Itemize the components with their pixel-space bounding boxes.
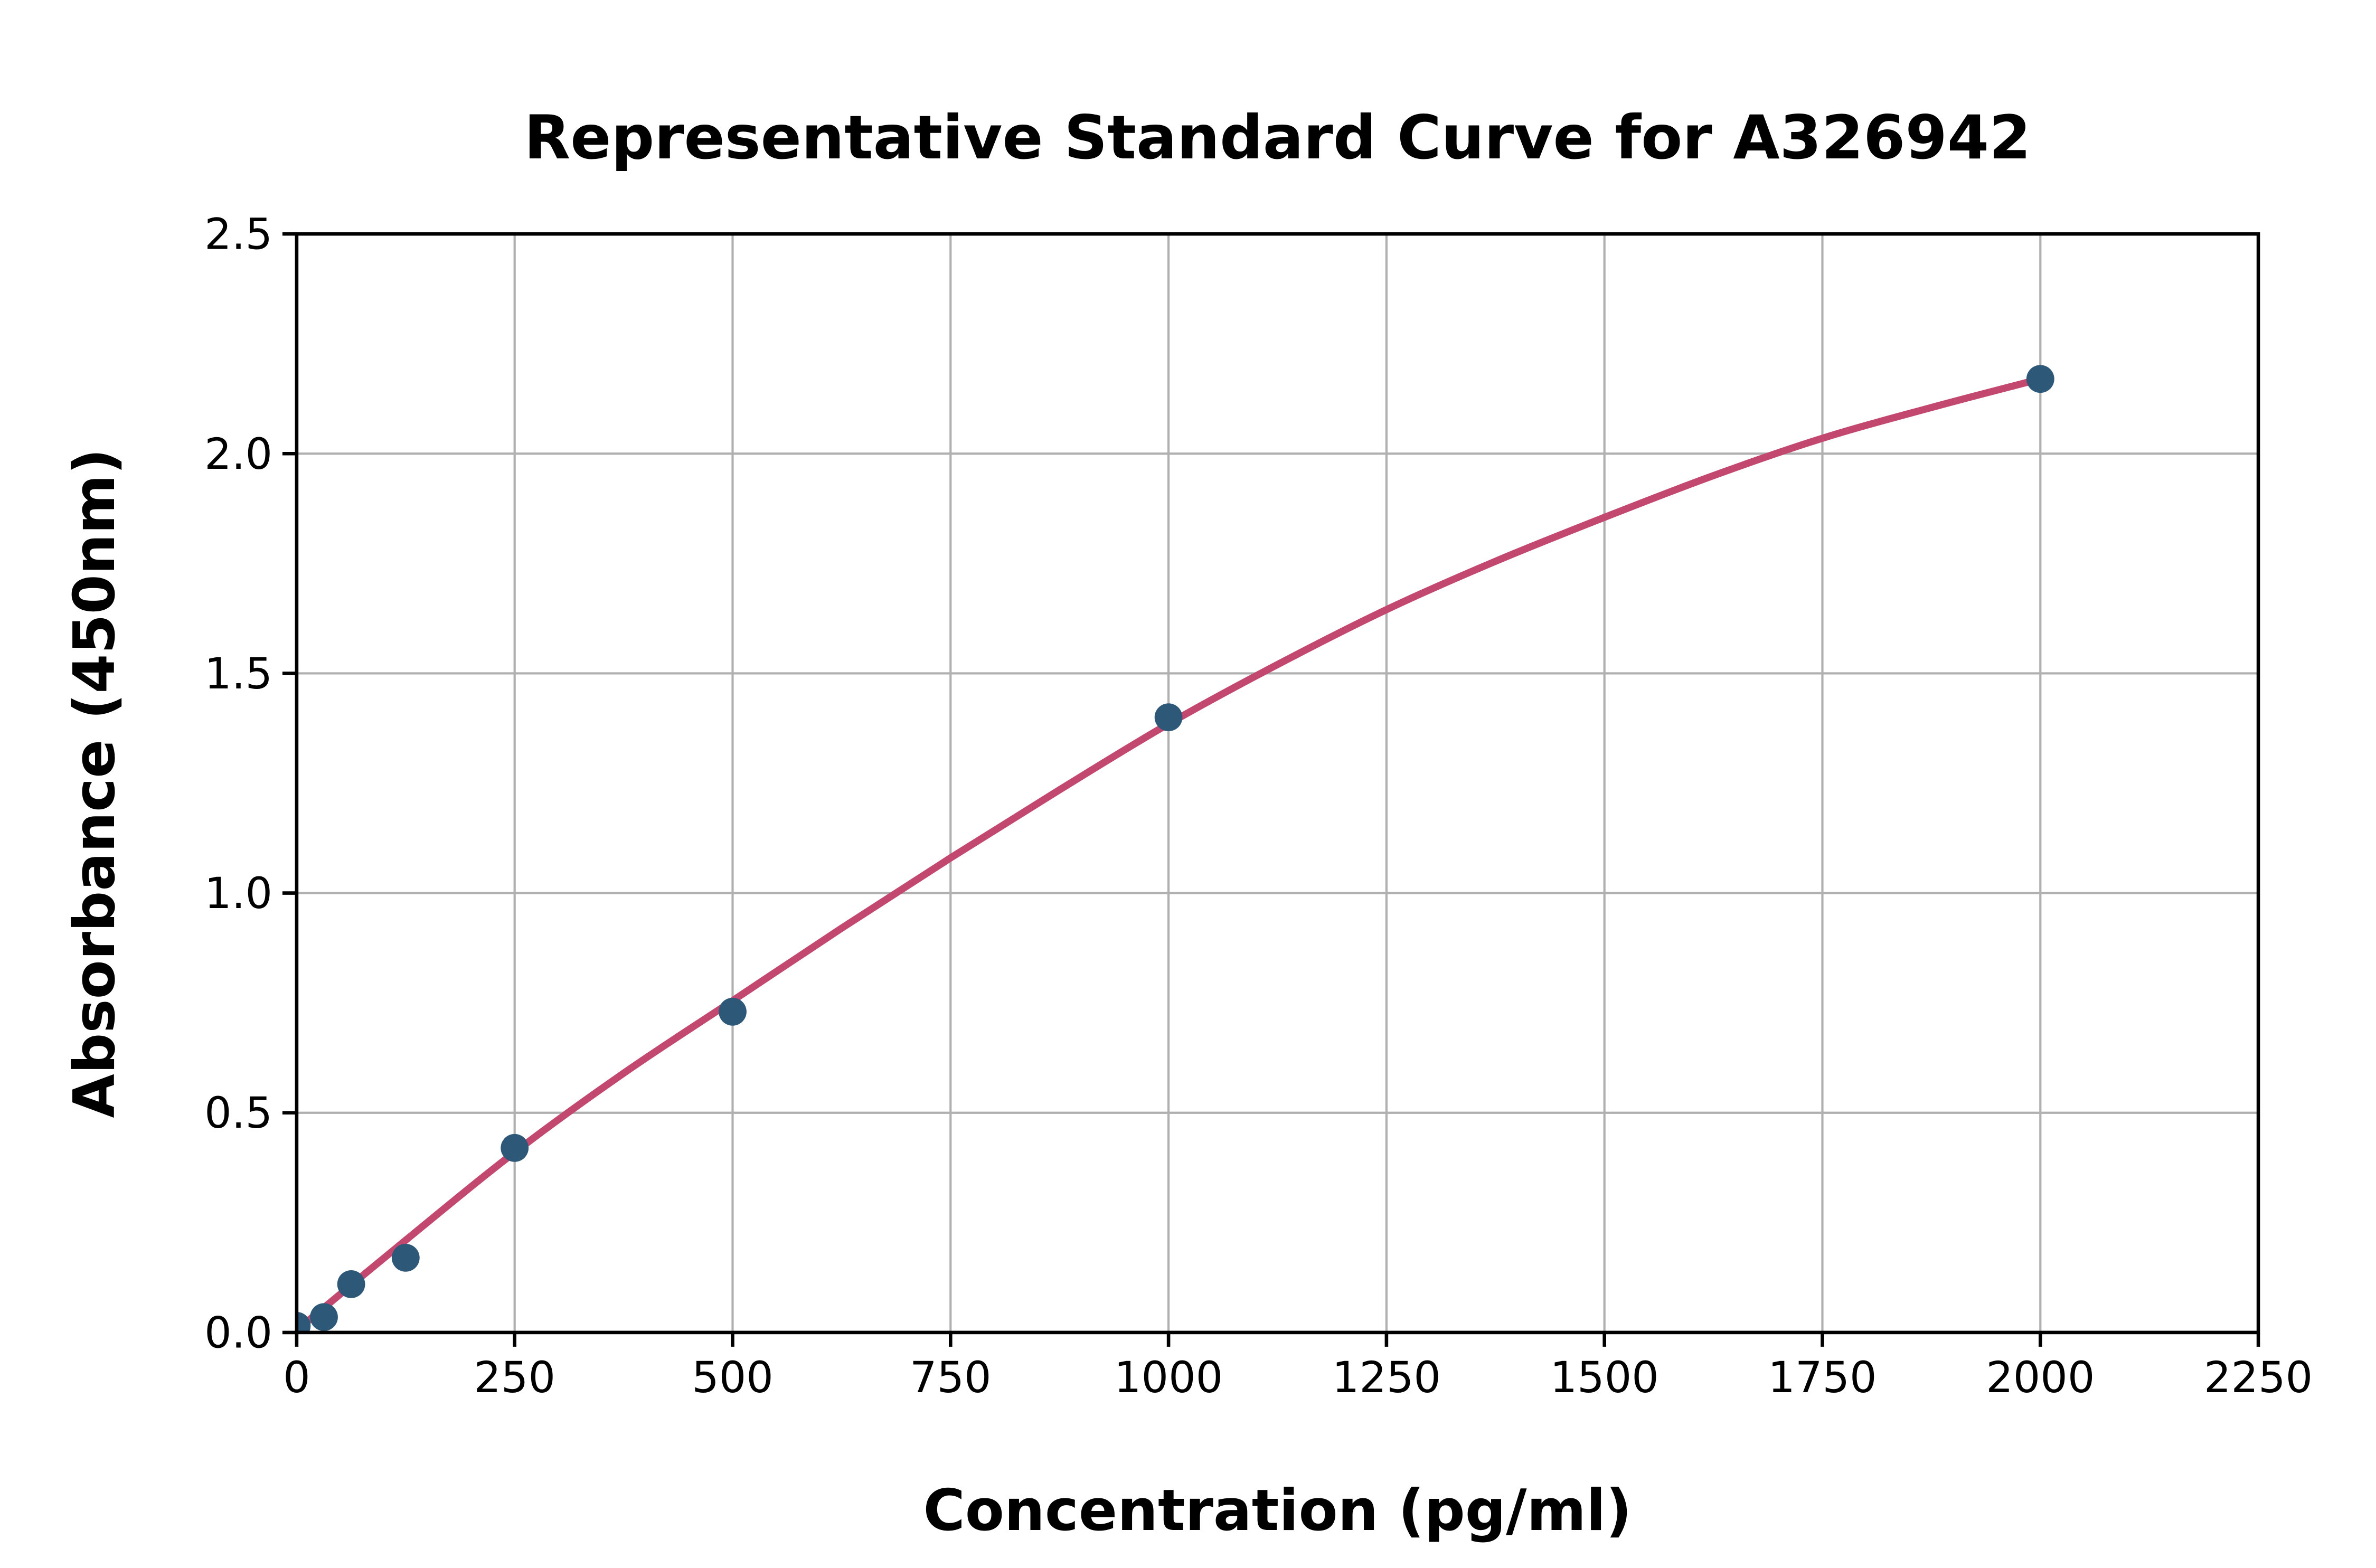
axes-frame — [295, 232, 2260, 1335]
chart-title: Representative Standard Curve for A32694… — [524, 102, 2031, 173]
y-tick-label: 0.0 — [204, 1308, 272, 1358]
data-point — [296, 1312, 311, 1333]
data-layer — [296, 365, 2054, 1333]
y-axis-label: Absorbance (450nm) — [62, 448, 128, 1118]
plot-border — [295, 232, 2260, 1335]
data-point — [391, 1244, 420, 1272]
x-tick-label: 1750 — [1768, 1353, 1877, 1403]
data-point — [2026, 365, 2054, 393]
x-tick-label: 0 — [283, 1353, 310, 1403]
y-tick-label: 2.5 — [204, 210, 272, 260]
tick-labels: 0 250 500 750 1000 1250 1500 1750 2000 2250 0.0 0.5… — [204, 210, 2313, 1403]
x-tick-label: 1250 — [1332, 1353, 1441, 1403]
x-tick-label: 250 — [474, 1353, 555, 1403]
axis-ticks — [282, 232, 2260, 1347]
y-tick-label: 1.0 — [204, 869, 272, 919]
y-tick-label: 0.5 — [204, 1089, 272, 1138]
x-tick-label: 1500 — [1550, 1353, 1659, 1403]
y-tick-label: 2.0 — [204, 430, 272, 479]
data-point — [310, 1303, 338, 1331]
y-tick-label: 1.5 — [204, 649, 272, 699]
x-tick-label: 750 — [910, 1353, 992, 1403]
data-point — [501, 1134, 529, 1162]
data-point — [337, 1270, 365, 1298]
fit-curve — [296, 375, 2042, 1333]
x-tick-label: 500 — [692, 1353, 774, 1403]
x-axis-label: Concentration (pg/ml) — [923, 1478, 1632, 1544]
data-point — [719, 997, 747, 1026]
x-tick-label: 2000 — [1986, 1353, 2095, 1403]
data-point — [1154, 703, 1183, 732]
x-tick-label: 2250 — [2204, 1353, 2313, 1403]
x-tick-label: 1000 — [1114, 1353, 1223, 1403]
